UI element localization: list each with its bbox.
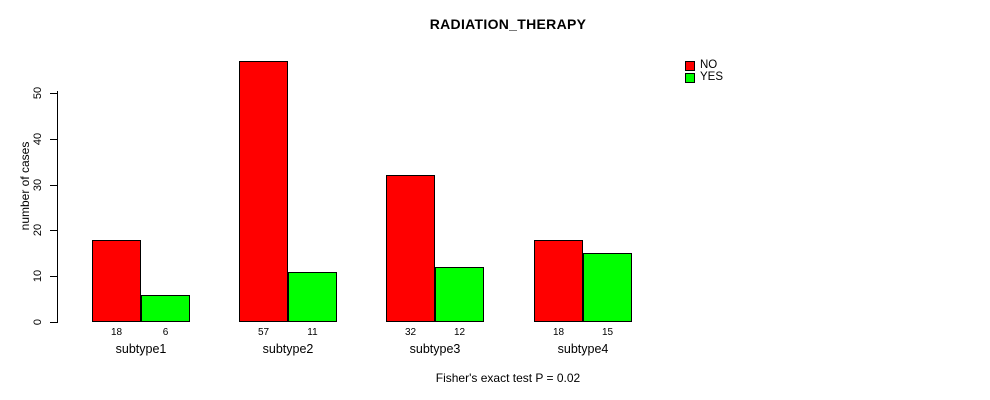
y-axis-tick	[50, 322, 57, 323]
bar-subtype3-yes	[435, 267, 484, 322]
chart-title: RADIATION_THERAPY	[429, 16, 587, 32]
y-axis-tick	[50, 230, 57, 231]
y-axis-tick	[50, 93, 57, 94]
bar-value-label: 32	[404, 327, 417, 338]
y-tick-label: 40	[32, 132, 44, 146]
legend-swatch-no-icon	[685, 60, 695, 71]
bar-value-label: 12	[453, 327, 466, 338]
legend-swatch-yes-icon	[685, 72, 695, 83]
y-tick-label: 50	[32, 86, 44, 100]
bar-value-label: 18	[552, 327, 565, 338]
x-category-label: subtype1	[115, 342, 167, 356]
y-axis-tick	[50, 276, 57, 277]
bar-subtype4-no	[534, 240, 583, 322]
legend-item-no: NO	[685, 59, 723, 71]
x-category-label: subtype4	[557, 342, 609, 356]
bar-value-label: 57	[257, 327, 270, 338]
bar-subtype2-no	[239, 61, 288, 322]
y-axis-line	[57, 91, 58, 323]
bar-subtype3-no	[386, 175, 435, 322]
bar-value-label: 18	[110, 327, 123, 338]
legend: NO YES	[685, 59, 724, 84]
bar-subtype1-no	[92, 240, 141, 322]
legend-item-yes: YES	[685, 71, 724, 83]
y-tick-label: 0	[32, 318, 44, 326]
fisher-test-caption: Fisher's exact test P = 0.02	[435, 371, 581, 385]
y-tick-label: 20	[32, 223, 44, 237]
y-tick-label: 10	[32, 269, 44, 283]
x-category-label: subtype2	[262, 342, 314, 356]
bar-subtype1-yes	[141, 295, 190, 322]
y-tick-label: 30	[32, 178, 44, 192]
bar-subtype4-yes	[583, 253, 632, 322]
legend-label-yes: YES	[700, 71, 724, 83]
legend-label-no: NO	[700, 59, 718, 71]
y-axis-tick	[50, 185, 57, 186]
bar-value-label: 6	[162, 327, 169, 338]
bar-value-label: 15	[601, 327, 614, 338]
y-axis-tick	[50, 139, 57, 140]
bar-value-label: 11	[307, 327, 318, 338]
bar-subtype2-yes	[288, 272, 337, 322]
x-category-label: subtype3	[409, 342, 461, 356]
